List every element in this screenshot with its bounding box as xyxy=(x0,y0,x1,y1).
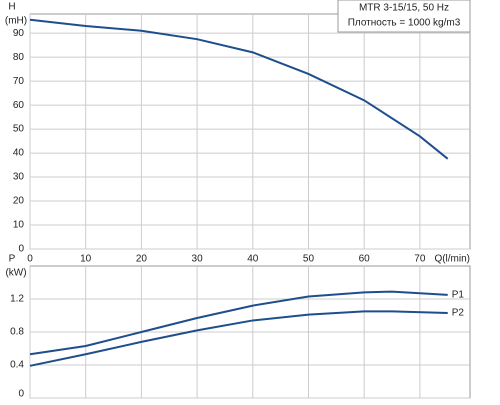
chart-title: MTR 3-15/15, 50 Hz xyxy=(359,3,449,14)
x-tick-label: 20 xyxy=(136,254,148,265)
y-tick-label: 60 xyxy=(13,100,25,111)
y-tick-label: 70 xyxy=(13,76,25,87)
series-label: P2 xyxy=(452,308,465,319)
info-box xyxy=(337,0,471,33)
y-tick-label: 40 xyxy=(13,148,25,159)
x-axis-label: Q(l/min) xyxy=(434,254,470,265)
plot-area xyxy=(29,13,471,250)
x-tick-label: 70 xyxy=(414,254,426,265)
y-tick-label: 80 xyxy=(13,52,25,63)
y-tick-label: 0 xyxy=(18,389,24,400)
y-tick-label: 0 xyxy=(18,244,24,255)
y-axis-unit: (kW) xyxy=(5,268,26,279)
curve xyxy=(29,310,448,367)
x-tick-label: 60 xyxy=(359,254,371,265)
y-axis-label: P xyxy=(9,254,16,265)
x-tick-label: 40 xyxy=(247,254,259,265)
y-tick-label: 90 xyxy=(13,28,25,39)
annotation: Плотность = 1000 kg/m3 xyxy=(348,18,461,29)
x-tick-label: 10 xyxy=(80,254,92,265)
y-axis-label: H xyxy=(8,2,15,13)
y-tick-label: 20 xyxy=(13,196,25,207)
y-tick-label: 0.4 xyxy=(10,360,24,371)
y-tick-label: 10 xyxy=(13,220,25,231)
x-tick-label: 0 xyxy=(27,254,33,265)
x-tick-label: 30 xyxy=(192,254,204,265)
curve xyxy=(29,18,449,160)
y-tick-label: 50 xyxy=(13,124,25,135)
series-label: P1 xyxy=(452,290,465,301)
x-tick-label: 50 xyxy=(303,254,315,265)
curve xyxy=(29,290,448,356)
y-tick-label: 30 xyxy=(13,172,25,183)
y-axis-unit: (mH) xyxy=(5,16,27,27)
y-tick-label: 1.2 xyxy=(10,294,24,305)
y-tick-label: 0.8 xyxy=(10,327,24,338)
